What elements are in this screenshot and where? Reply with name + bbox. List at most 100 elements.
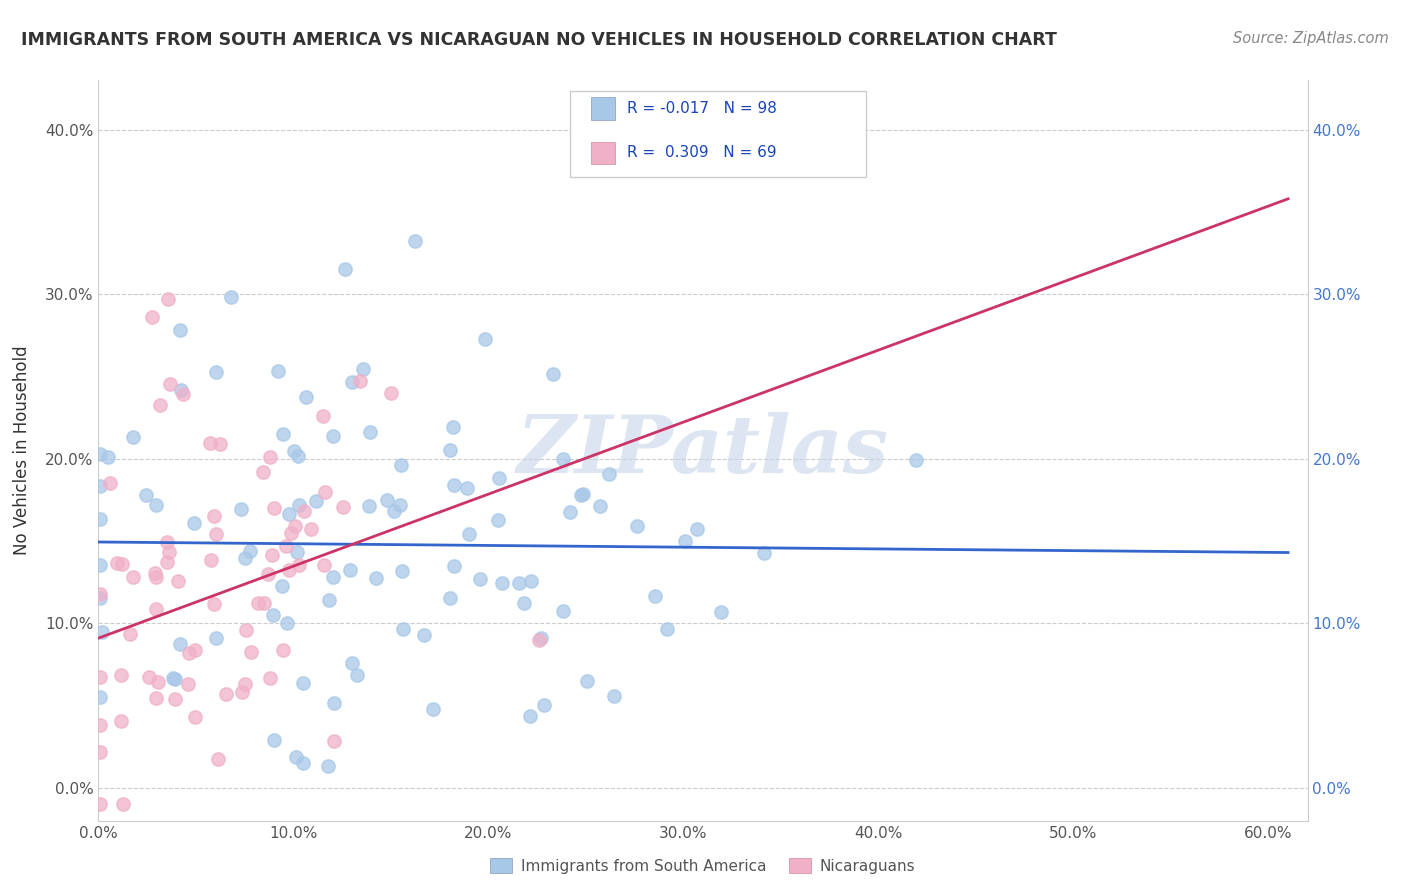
Point [686, 522, 709, 536]
Point [177, 647, 200, 661]
Point [530, 631, 553, 645]
Point [90, 625, 112, 640]
Text: Source: ZipAtlas.com: Source: ZipAtlas.com [1233, 31, 1389, 46]
Point [323, 697, 346, 711]
Point [208, 437, 231, 451]
Point [159, 377, 181, 392]
Point [458, 526, 481, 541]
Point [285, 545, 308, 559]
Point [589, 499, 612, 513]
Point [292, 676, 315, 690]
Point [156, 555, 179, 569]
Point [89, 797, 111, 812]
Point [519, 709, 541, 723]
Point [163, 673, 186, 687]
Point [710, 606, 733, 620]
Point [333, 261, 356, 276]
Point [295, 390, 318, 404]
Point [322, 570, 344, 584]
Point [247, 596, 270, 610]
Point [283, 443, 305, 458]
Point [392, 622, 415, 636]
Point [575, 674, 598, 689]
Point [89, 478, 111, 492]
Point [377, 492, 399, 507]
Point [468, 572, 491, 586]
Text: R =  0.309   N = 69: R = 0.309 N = 69 [627, 145, 776, 161]
Point [169, 636, 191, 650]
Point [145, 570, 167, 584]
Point [332, 500, 354, 515]
Point [280, 525, 302, 540]
Point [474, 332, 496, 346]
Point [149, 398, 172, 412]
Point [263, 501, 285, 516]
Point [312, 409, 335, 424]
Point [198, 435, 221, 450]
Point [305, 493, 328, 508]
Point [200, 553, 222, 567]
Point [520, 574, 543, 589]
Y-axis label: No Vehicles in Household: No Vehicles in Household [13, 345, 31, 556]
FancyBboxPatch shape [591, 142, 614, 164]
Point [541, 367, 564, 381]
Point [364, 571, 387, 585]
Point [253, 596, 276, 610]
Point [89, 446, 111, 460]
Point [657, 622, 679, 636]
Point [598, 467, 620, 482]
Point [439, 591, 461, 605]
Point [235, 623, 257, 637]
Point [904, 453, 927, 467]
Text: ZIPatlas: ZIPatlas [517, 412, 889, 489]
Point [97, 450, 120, 464]
Point [110, 667, 132, 681]
Point [316, 759, 339, 773]
Point [141, 310, 163, 324]
Point [287, 449, 309, 463]
Point [214, 687, 236, 701]
Point [219, 290, 242, 304]
Point [231, 685, 253, 699]
Point [259, 671, 281, 685]
Point [148, 675, 170, 690]
Point [89, 512, 111, 526]
Point [626, 519, 648, 533]
Point [240, 645, 263, 659]
Point [263, 733, 285, 747]
Point [252, 465, 274, 479]
Point [513, 596, 536, 610]
Point [284, 519, 307, 533]
Point [271, 427, 294, 442]
Point [138, 670, 160, 684]
Point [239, 544, 262, 558]
Point [382, 504, 405, 518]
Point [207, 752, 229, 766]
Point [342, 656, 364, 670]
Point [260, 549, 283, 563]
Point [170, 383, 193, 397]
Point [145, 601, 167, 615]
Point [404, 234, 426, 248]
Point [143, 566, 166, 581]
Point [323, 733, 346, 747]
Point [177, 676, 200, 690]
Point [229, 502, 252, 516]
Point [388, 498, 411, 512]
Point [644, 589, 666, 603]
Point [135, 488, 157, 502]
Point [259, 450, 281, 464]
Point [443, 559, 465, 574]
Point [98, 475, 121, 490]
Point [412, 628, 434, 642]
Point [288, 498, 311, 512]
Point [422, 702, 444, 716]
Point [89, 558, 111, 572]
Point [291, 756, 314, 770]
Point [314, 485, 336, 500]
Point [89, 587, 111, 601]
FancyBboxPatch shape [591, 97, 614, 120]
Point [89, 745, 111, 759]
FancyBboxPatch shape [569, 91, 866, 177]
Legend: Immigrants from South America, Nicaraguans: Immigrants from South America, Nicaragua… [484, 852, 922, 880]
